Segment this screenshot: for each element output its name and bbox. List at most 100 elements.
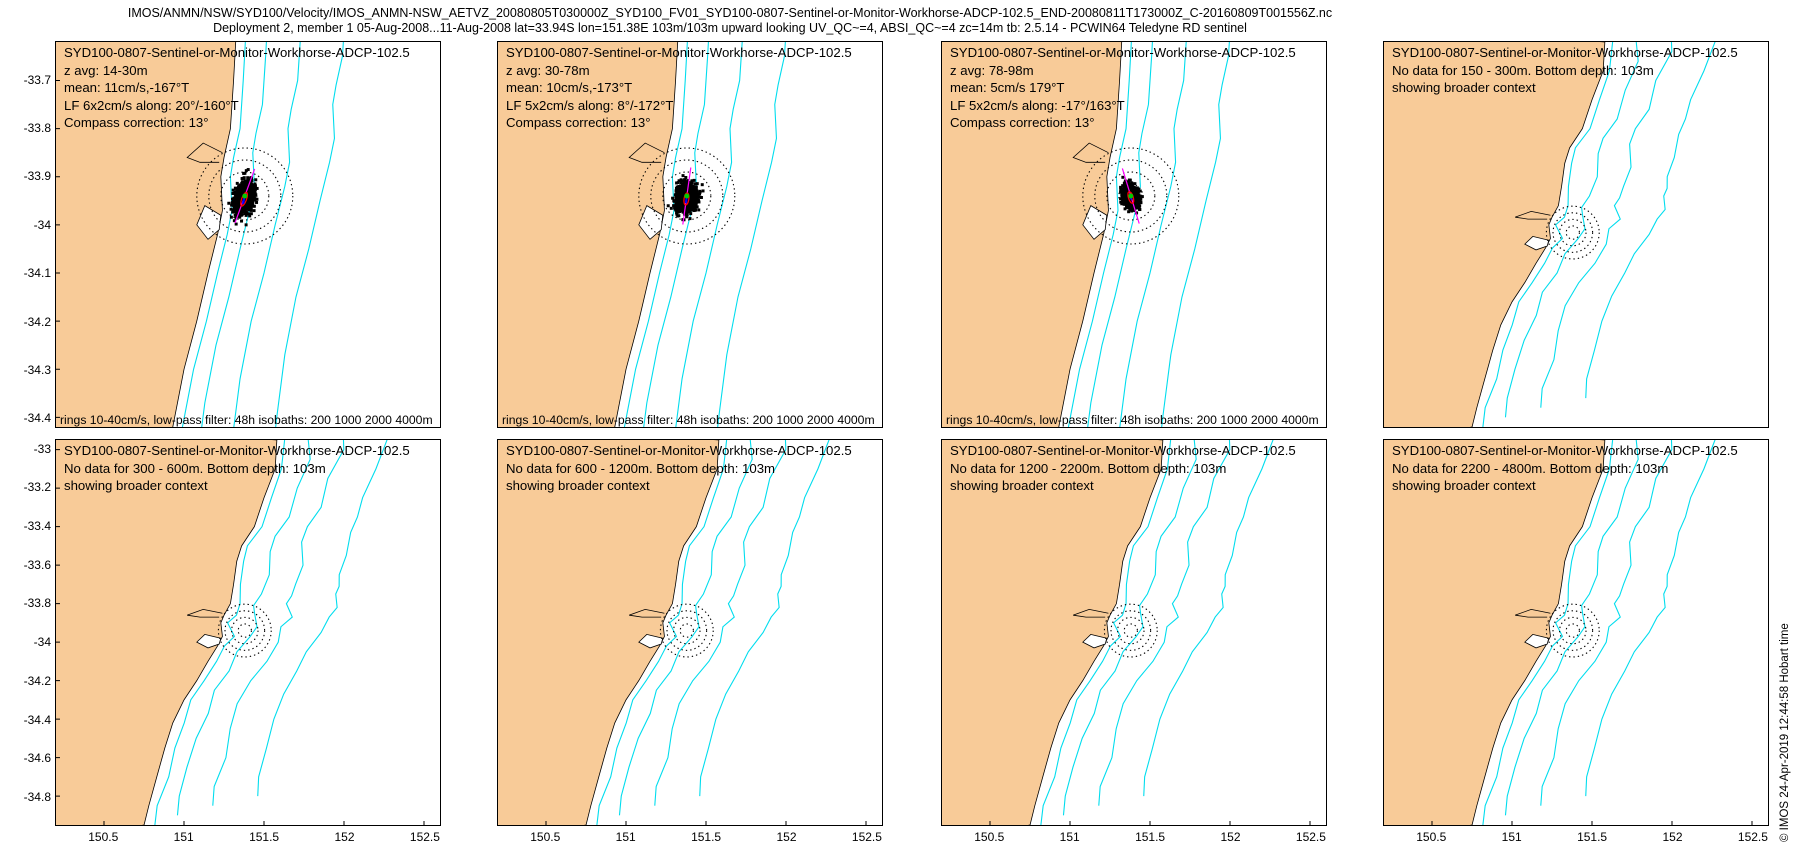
annotation-line: LF 5x2cm/s along: 8°/-172°T [506,97,674,113]
sample-point [674,202,678,206]
sample-point [240,191,244,195]
sample-point [244,179,248,183]
x-tick-label: 152.5 [1737,830,1768,844]
sample-point [1123,198,1127,202]
sample-point [1128,204,1132,208]
sample-point [235,201,239,205]
sample-point [1125,201,1129,205]
plot-svg [942,42,1230,427]
annotation-line: Compass correction: 13° [950,115,1095,130]
sample-point [242,171,246,175]
panel-3: SYD100-0807-Sentinel-or-Monitor-Workhors… [941,41,1327,428]
sample-point [235,208,239,212]
land-shape [942,440,1164,825]
sample-point [1132,202,1136,206]
bay-shape [196,633,222,649]
isobath-1 [1067,42,1132,427]
sample-point [1134,193,1138,197]
sample-point [1136,190,1140,194]
sample-point [687,189,691,193]
isobath-1 [623,42,688,427]
y-tick-label: -34.2 [23,314,51,329]
bay-shape [1524,235,1550,251]
sample-point [252,209,256,213]
velocity-ring-1 [1565,623,1580,638]
annotation-line: showing broader context [1392,478,1536,493]
sample-point [1138,196,1142,200]
estuary-line [628,142,665,163]
sample-point [683,188,687,192]
sample-point [255,197,259,201]
sample-point [238,194,242,198]
velocity-ring-4 [1545,603,1600,658]
sample-point [251,188,255,192]
mooring-marker [1128,193,1134,199]
sample-point [1135,202,1139,206]
figure-header: IMOS/ANMN/NSW/SYD100/Velocity/IMOS_ANMN-… [0,6,1460,36]
y-tick-label: -34.8 [23,789,51,804]
sample-point [1133,199,1137,203]
sample-point [249,184,253,188]
sample-point [1127,206,1131,210]
plot-svg [1384,440,1753,825]
panel-annotation: SYD100-0807-Sentinel-or-Monitor-Workhors… [1392,44,1738,97]
sample-point [247,198,251,202]
x-tick-label: 151.5 [691,830,722,844]
x-tick-label: 150.5 [88,830,119,844]
sample-point [240,201,244,205]
sample-point [1128,208,1132,212]
isobath-4 [1161,42,1230,427]
sample-point [690,199,694,203]
sample-point [690,180,694,184]
panel-annotation: SYD100-0807-Sentinel-or-Monitor-Workhors… [506,442,852,495]
velocity-ring-2 [662,171,712,221]
plot-svg [942,440,1311,825]
sample-point [690,184,694,188]
sample-point [693,187,697,191]
y-tick-label: -33.6 [23,557,51,572]
sample-point [230,201,234,205]
sample-point [248,191,252,195]
velocity-ring-3 [1552,610,1594,651]
sample-point [233,213,237,217]
velocity-ring-3 [1094,159,1168,233]
bay-shape [1082,633,1108,649]
x-tick-label: 152 [334,830,355,844]
sample-point [686,209,690,213]
panel-footer: rings 10-40cm/s, low-pass filter: 48h is… [60,413,433,427]
sample-point [229,215,233,219]
panel-annotation: SYD100-0807-Sentinel-or-Monitor-Workhors… [506,44,852,132]
x-tick-label: 152 [1220,830,1241,844]
sample-point [688,192,692,196]
sample-point [1137,207,1141,211]
estuary-line [1515,210,1551,220]
annotation-line: No data for 150 - 300m. Bottom depth: 10… [1392,62,1654,78]
x-tick-label: 152 [1662,830,1683,844]
velocity-ring-3 [1552,212,1594,253]
isobath-1 [154,440,286,825]
sample-point [250,192,254,196]
sample-point [249,187,253,191]
sample-point [674,186,678,190]
sample-point [242,208,246,212]
sample-point [669,206,673,210]
sample-point [686,206,690,210]
velocity-ring-4 [1082,147,1180,245]
sample-point [230,203,234,207]
isobath-3 [1540,42,1673,408]
sample-point [1125,205,1129,209]
sample-point [240,185,244,189]
sample-point [239,210,243,214]
isobath-3 [233,42,301,427]
sample-point [694,185,698,189]
x-tick-label: 151 [173,830,194,844]
sample-point [250,178,254,182]
isobath-4 [1585,440,1716,797]
sample-point [680,207,684,211]
annotation-line: SYD100-0807-Sentinel-or-Monitor-Workhors… [950,45,1296,60]
x-tick-label: 152.5 [1295,830,1326,844]
sample-point [229,207,233,211]
panel-annotation: SYD100-0807-Sentinel-or-Monitor-Workhors… [950,44,1296,132]
sample-point [690,208,694,212]
velocity-ring-4 [1545,205,1600,260]
